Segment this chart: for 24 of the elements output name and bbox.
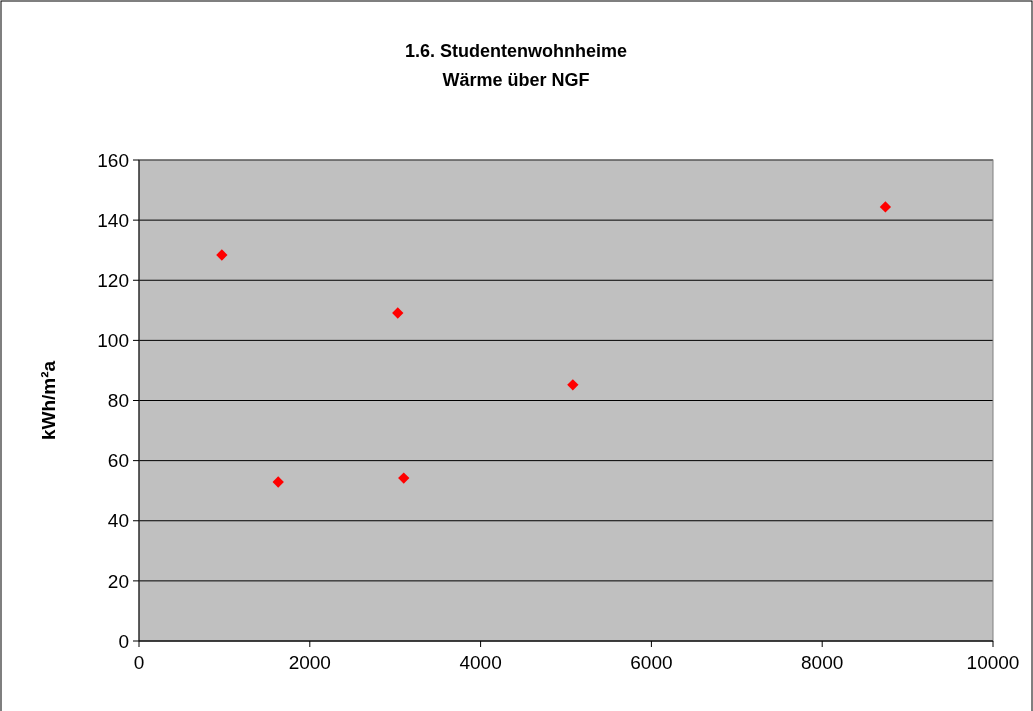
point [398,472,410,484]
point [216,249,228,261]
x-tick-label: 10000 [966,652,1020,673]
chart-subtitle: Wärme über NGF [442,70,590,90]
x-tick-label: 6000 [630,652,673,673]
y-axis-title: kWh/m²a [38,360,59,441]
x-tick-label: 0 [133,652,145,673]
y-tick-label: 80 [107,390,129,412]
y-tick-label: 0 [118,630,129,652]
y-tick-label: 120 [97,269,129,291]
chart-title: 1.6. Studentenwohnheime [404,41,628,61]
point [879,201,892,213]
point [392,307,404,319]
x-tick-label: 8000 [801,652,844,673]
x-tick-label: 4000 [459,652,502,673]
y-tick-label: 60 [107,450,129,472]
x-tick-label: 2000 [288,652,331,673]
y-tick-label: 20 [107,570,129,592]
y-tick-label: 40 [107,510,129,532]
point [567,379,579,391]
y-tick-label: 100 [97,330,129,352]
y-tick-label: 160 [97,149,129,171]
y-tick-label: 140 [97,209,129,231]
point [272,476,284,488]
